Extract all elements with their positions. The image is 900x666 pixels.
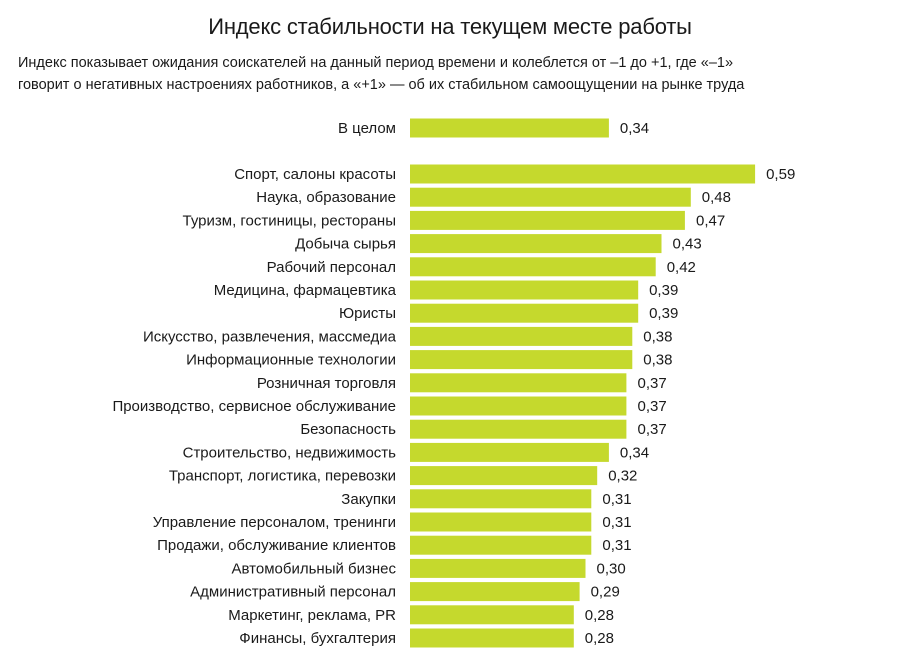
value-label: 0,48 [702, 189, 731, 206]
bar [410, 303, 639, 323]
bar [410, 419, 627, 439]
bar [410, 326, 633, 346]
bar [410, 164, 756, 184]
category-label: Добыча сырья [295, 236, 396, 253]
category-label: Административный персонал [190, 584, 396, 601]
category-label: Информационные технологии [186, 352, 396, 369]
chart-subtitle: Индекс показывает ожидания соискателей н… [18, 52, 888, 96]
value-label: 0,42 [667, 259, 696, 276]
value-label: 0,37 [638, 398, 667, 415]
bar [410, 257, 656, 277]
value-label: 0,39 [649, 305, 678, 322]
bar [410, 489, 592, 509]
bar [410, 234, 662, 254]
value-label: 0,31 [602, 514, 631, 531]
value-label: 0,37 [638, 375, 667, 392]
value-label: 0,34 [620, 444, 649, 461]
chart-title: Индекс стабильности на текущем месте раб… [208, 14, 692, 39]
bar [410, 558, 586, 578]
bar [410, 210, 685, 230]
value-label: 0,59 [766, 166, 795, 183]
value-label: 0,39 [649, 282, 678, 299]
value-label: 0,38 [643, 328, 672, 345]
category-label: Юристы [339, 305, 396, 322]
bar [410, 605, 574, 625]
value-label: 0,31 [602, 491, 631, 508]
bar [410, 280, 639, 300]
category-label: Транспорт, логистика, перевозки [169, 468, 396, 485]
category-label: Управление персоналом, тренинги [153, 514, 396, 531]
category-label: Строительство, недвижимость [183, 444, 397, 461]
value-label: 0,37 [638, 421, 667, 438]
category-label: Рабочий персонал [267, 259, 396, 276]
category-label: В целом [338, 120, 396, 137]
category-label: Автомобильный бизнес [232, 560, 397, 577]
category-label: Искусство, развлечения, массмедиа [143, 328, 397, 345]
value-label: 0,28 [585, 607, 614, 624]
value-label: 0,38 [643, 352, 672, 369]
category-label: Финансы, бухгалтерия [239, 630, 396, 647]
bar [410, 628, 574, 648]
bar [410, 466, 598, 486]
value-label: 0,47 [696, 212, 725, 229]
bar [410, 582, 580, 602]
bar [410, 373, 627, 393]
category-label: Туризм, гостиницы, рестораны [183, 212, 396, 229]
category-label: Маркетинг, реклама, PR [228, 607, 396, 624]
value-label: 0,30 [597, 560, 626, 577]
subtitle-line-1: Индекс показывает ожидания соискателей н… [18, 55, 734, 71]
bar [410, 512, 592, 532]
value-label: 0,43 [673, 236, 702, 253]
category-label: Безопасность [300, 421, 396, 438]
subtitle-line-2: говорит о негативных настроениях работни… [18, 77, 745, 93]
bar [410, 396, 627, 416]
category-label: Производство, сервисное обслуживание [112, 398, 396, 415]
category-label: Медицина, фармацевтика [214, 282, 397, 299]
category-label: Продажи, обслуживание клиентов [157, 537, 396, 554]
category-label: Розничная торговля [257, 375, 396, 392]
category-label: Наука, образование [256, 189, 396, 206]
value-label: 0,34 [620, 120, 649, 137]
value-label: 0,31 [602, 537, 631, 554]
category-label: Спорт, салоны красоты [234, 166, 396, 183]
category-label: Закупки [341, 491, 396, 508]
bar [410, 535, 592, 555]
value-label: 0,28 [585, 630, 614, 647]
bar [410, 350, 633, 370]
value-label: 0,29 [591, 584, 620, 601]
bar [410, 187, 691, 207]
bar [410, 118, 609, 138]
value-label: 0,32 [608, 468, 637, 485]
bar [410, 442, 609, 462]
